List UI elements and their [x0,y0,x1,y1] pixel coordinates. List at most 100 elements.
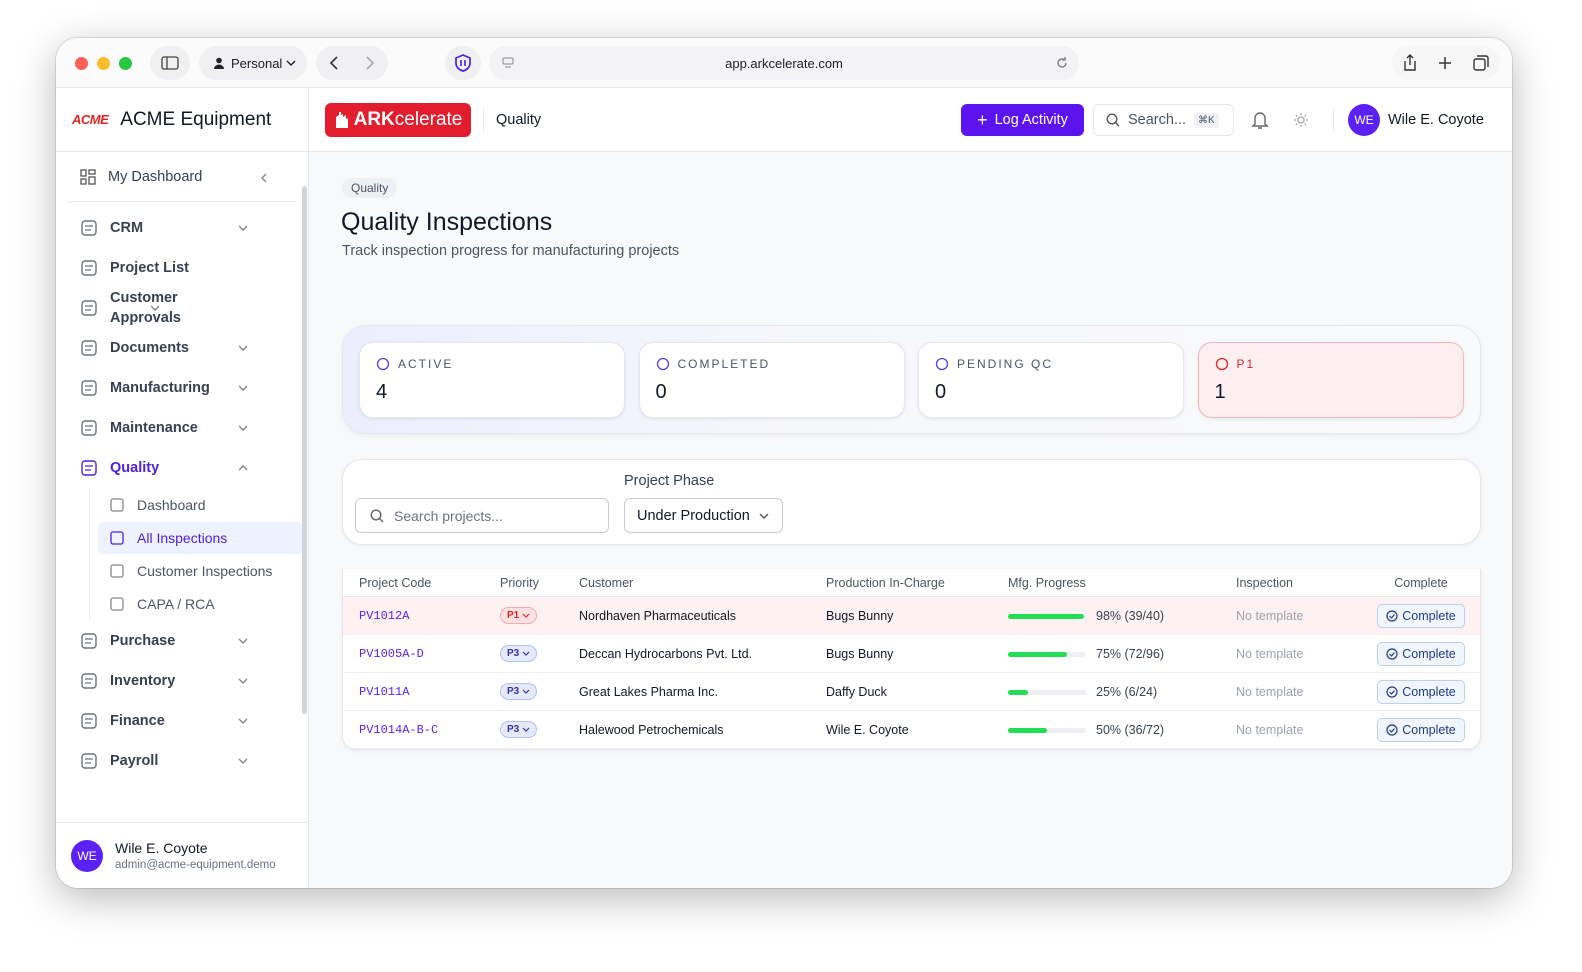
project-code[interactable]: PV1012A [359,608,410,623]
stat-label-text: ACTIVE [398,357,454,371]
sidebar-toggle[interactable] [150,46,190,80]
nav-label: Documents [110,340,189,356]
phase-value: Under Production [637,507,750,524]
priority-badge[interactable]: P3 [500,645,538,662]
user-footer: WE Wile E. Coyote admin@acme-equipment.de… [56,822,308,888]
stat-label-text: COMPLETED [677,357,771,371]
minimize-button[interactable] [97,57,110,70]
nav-item[interactable]: Project List [68,248,296,288]
submenu-item[interactable]: CAPA / RCA [98,588,303,620]
forward-button[interactable] [365,55,375,71]
nav-item[interactable]: Documents [68,328,296,368]
stat-value: 1 [1214,381,1226,403]
priority-text: P3 [507,724,520,735]
nav-item[interactable]: Maintenance [68,408,296,448]
notifications-button[interactable] [1251,110,1269,130]
submenu-item[interactable]: All Inspections [98,522,303,554]
nav-item[interactable]: Purchase [68,621,296,661]
nav-item[interactable]: Quality [68,448,296,488]
nav-label: CRM [110,220,144,236]
progress-cell: 75% (72/96) [1008,647,1236,661]
logo-bold: ARK [353,108,395,130]
in-charge: Bugs Bunny [826,646,894,661]
nav-item[interactable]: Customer Approvals [68,288,208,328]
search-button[interactable]: Search... ⌘K [1093,104,1234,136]
column-header: Project Code [359,575,432,590]
app-logo[interactable]: ARK celerate [325,102,471,137]
brand-logo: ACME [72,112,109,127]
progress-fill [1008,689,1028,695]
submenu-label: All Inspections [137,530,228,546]
address-bar[interactable]: app.arkcelerate.com [489,46,1079,80]
action-cell: Complete [1366,641,1476,666]
complete-button[interactable]: Complete [1377,679,1465,704]
nav-item[interactable]: Manufacturing [68,368,296,408]
project-code[interactable]: PV1005A-D [359,646,424,661]
nav-item[interactable]: Finance [68,701,296,741]
log-activity-button[interactable]: + Log Activity [961,104,1084,136]
stat-value: 0 [935,381,947,403]
nav-item[interactable]: Payroll [68,741,296,781]
phase-select[interactable]: Under Production [624,498,783,533]
nav-item[interactable]: CRM [68,208,296,248]
tabs-button[interactable] [1472,54,1490,72]
logo-rest: celerate [394,108,463,130]
priority-badge[interactable]: P1 [500,607,538,624]
progress-track [1008,689,1086,695]
customer: Deccan Hydrocarbons Pvt. Ltd. [579,646,752,661]
profile-button[interactable]: Personal [199,46,307,80]
submenu-item[interactable]: Dashboard [98,489,303,521]
brand-name: ACME Equipment [120,108,272,130]
share-button[interactable] [1402,54,1418,72]
stat-label: PENDING QC [935,357,1167,371]
log-activity-label: Log Activity [994,112,1068,128]
stat-label-text: P1 [1236,357,1256,371]
priority-text: P3 [507,686,520,697]
back-button[interactable] [329,55,339,71]
nav-label: Quality [110,460,160,476]
project-code[interactable]: PV1014A-B-C [359,722,439,737]
priority-badge[interactable]: P3 [500,721,538,738]
table-row: PV1014A-B-C P3 Halewood Petrochemicals Wile… [343,711,1480,749]
nav-label: Project List [110,260,189,276]
stats-panel: ACTIVE 4 COMPLETED 0 PENDING QC 0 P1 1 [342,325,1481,434]
scrollbar [302,186,307,714]
column-header: Inspection [1236,575,1293,590]
customer: Great Lakes Pharma Inc. [579,684,718,699]
phase-label: Project Phase [624,473,715,489]
priority-badge[interactable]: P3 [500,683,538,700]
progress-cell: 25% (6/24) [1008,685,1236,699]
filter-panel: Search projects... Project Phase Under P… [342,459,1481,545]
nav-item[interactable]: Inventory [68,661,296,701]
close-button[interactable] [75,57,88,70]
dashboard-label: My Dashboard [108,168,203,185]
extension-button[interactable] [445,46,481,80]
sidebar: ACME ACME Equipment My Dashboard CRM Proje… [56,88,309,888]
url: app.arkcelerate.com [725,55,843,71]
priority-cell: P3 [500,721,579,738]
header-avatar[interactable]: WE [1348,104,1380,136]
nav-label: Finance [110,713,165,729]
new-tab-button[interactable] [1437,55,1453,71]
progress-fill [1008,727,1047,733]
in-charge: Wile E. Coyote [826,722,909,737]
stat-card: COMPLETED 0 [638,342,905,418]
theme-button[interactable] [1293,112,1309,128]
complete-button[interactable]: Complete [1377,717,1465,742]
stat-label: COMPLETED [656,357,888,371]
complete-label: Complete [1402,608,1456,623]
submenu-item[interactable]: Customer Inspections [98,555,303,587]
priority-cell: P3 [500,645,579,662]
project-search[interactable]: Search projects... [355,498,609,533]
complete-button[interactable]: Complete [1377,603,1465,628]
inspections-table: Project Code Priority Customer Production I… [342,569,1481,750]
stat-value: 4 [376,381,388,403]
zoom-button[interactable] [119,57,132,70]
user-email: admin@acme-equipment.demo [115,859,276,871]
window-actions [1392,46,1500,80]
project-code[interactable]: PV1011A [359,684,410,699]
breadcrumb[interactable]: Quality [342,178,398,198]
complete-button[interactable]: Complete [1377,641,1465,666]
dashboard-link[interactable]: My Dashboard [68,152,296,202]
